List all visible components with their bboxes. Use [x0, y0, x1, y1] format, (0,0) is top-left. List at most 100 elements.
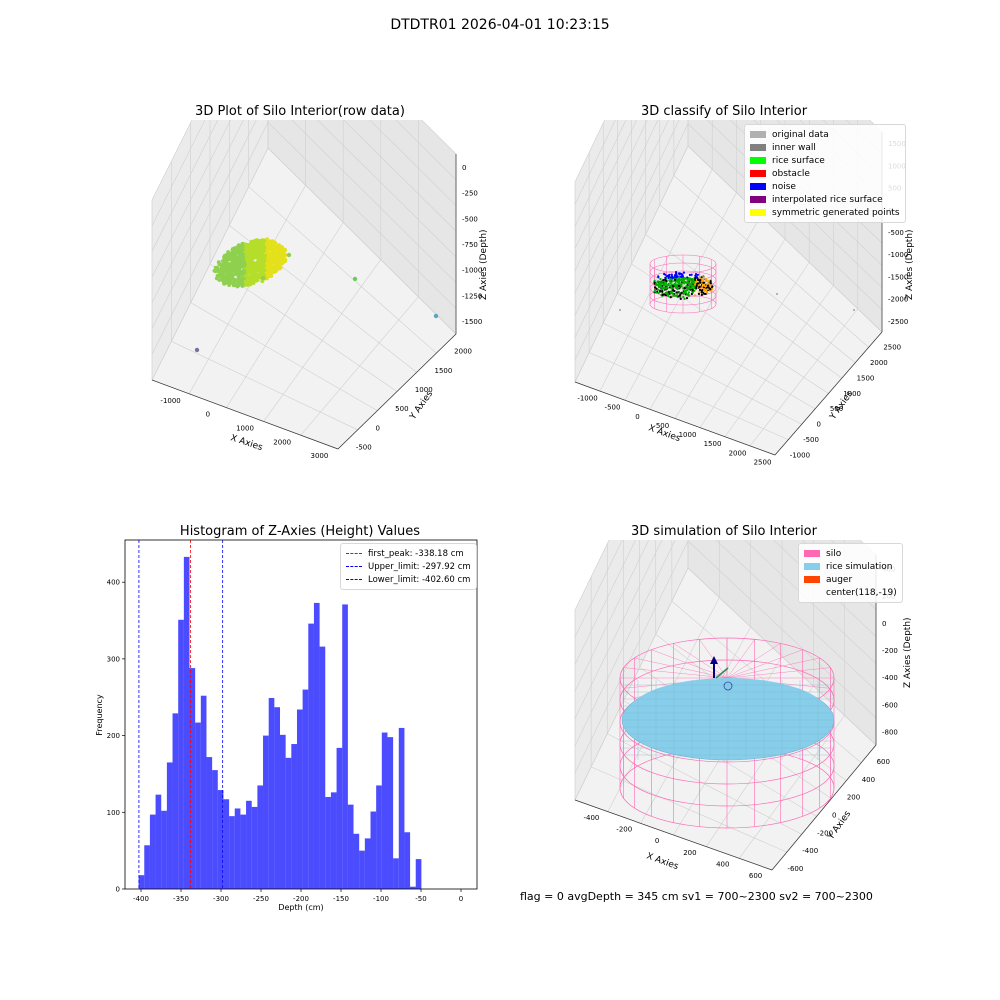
- scatter-point: [275, 258, 280, 263]
- classified-point: [710, 289, 713, 292]
- classified-point: [697, 279, 700, 282]
- classified-point: [659, 278, 662, 281]
- scatter-point: [268, 242, 273, 247]
- classified-point: [677, 284, 680, 287]
- y-tick-label: -400: [802, 847, 818, 855]
- classified-point: [657, 276, 660, 279]
- panel2-points: [619, 254, 855, 314]
- gridline: [151, 120, 206, 226]
- gridline: [574, 120, 669, 316]
- classified-point: [706, 286, 709, 289]
- classified-point: [698, 290, 701, 293]
- histogram-bar: [342, 604, 348, 889]
- scatter-point: [270, 253, 275, 257]
- histogram-bar: [359, 850, 365, 889]
- x-tick-label: -1000: [160, 397, 180, 405]
- histogram-bar: [189, 668, 196, 889]
- x-tick-label: 400: [716, 861, 729, 869]
- legend-entry: original data: [750, 128, 900, 141]
- scatter-point: [258, 262, 263, 266]
- legend-swatch: [804, 576, 820, 583]
- gridline: [687, 145, 883, 333]
- classified-point: [691, 291, 694, 294]
- auger-marker: [710, 656, 733, 691]
- z-tick-label: -1500: [888, 273, 908, 281]
- classified-point: [676, 292, 679, 295]
- noise-point: [619, 309, 621, 311]
- scatter-point: [230, 263, 235, 268]
- status-footer: flag = 0 avgDepth = 345 cm sv1 = 700~230…: [520, 890, 873, 903]
- scatter-point: [234, 269, 238, 274]
- legend-label: interpolated rice surface: [772, 194, 883, 205]
- classified-point: [674, 294, 677, 297]
- scatter-point: [273, 264, 278, 269]
- legend-label: rice surface: [772, 155, 825, 166]
- histogram-legend: first_peak: -338.18 cm Upper_limit: -297.…: [340, 543, 477, 590]
- classified-point: [681, 282, 684, 285]
- gridline: [369, 120, 457, 206]
- classified-point: [668, 273, 671, 276]
- classified-point: [656, 280, 659, 283]
- histogram-bar: [240, 814, 247, 889]
- classified-point: [711, 285, 714, 288]
- gridline: [267, 122, 457, 309]
- classified-point: [682, 271, 685, 274]
- classified-point: [706, 288, 709, 291]
- axis-line: [337, 333, 457, 450]
- classified-point: [673, 274, 676, 277]
- panel1-tick-labels: -1000 0 1000 2000 3000 -500 0 500 1000 1500 2000 0 -…: [160, 164, 482, 460]
- classified-point: [660, 285, 663, 289]
- noise-point: [853, 309, 855, 311]
- histogram-bar: [246, 800, 252, 889]
- z-tick-label: -500: [888, 229, 904, 237]
- classified-point: [671, 292, 674, 295]
- panel4-zlabel: Z Axies (Depth): [903, 617, 913, 688]
- legend-entry: inner wall: [750, 141, 900, 154]
- y-tick-label: 0: [816, 421, 820, 429]
- x-tick-label: -100: [373, 895, 389, 903]
- classified-point: [694, 277, 697, 280]
- scatter-point: [221, 258, 226, 263]
- histogram-bar: [285, 757, 292, 889]
- legend-label: Lower_limit: -402.60 cm: [368, 574, 471, 585]
- gridline: [574, 120, 637, 249]
- panel4-3d-plot[interactable]: -400 -200 0 200 400 600 -600 -400 -200 0 200 400 600…: [500, 540, 1000, 890]
- legend-swatch: [750, 196, 766, 203]
- gridline: [574, 145, 689, 383]
- histogram-bar: [364, 838, 371, 889]
- y-tick-label: 2000: [870, 359, 888, 367]
- classified-point: [711, 287, 714, 290]
- classified-point: [662, 279, 665, 282]
- z-tick-label: -2500: [888, 318, 908, 326]
- axis-line: [574, 799, 773, 871]
- gridline: [190, 302, 378, 411]
- classified-point: [664, 273, 667, 276]
- center-marker: [723, 681, 733, 691]
- scatter-point: [244, 253, 249, 258]
- legend-label: center(118,-19): [826, 587, 897, 598]
- scatter-point: [224, 270, 229, 275]
- gridline: [589, 352, 789, 440]
- legend-swatch: [750, 209, 766, 216]
- x-tick-label: 0: [459, 895, 463, 903]
- classified-point: [669, 276, 672, 279]
- classified-point: [675, 271, 678, 274]
- gridline: [151, 120, 257, 329]
- scatter-point: [257, 271, 262, 276]
- panel1-3d-plot[interactable]: -1000 0 1000 2000 3000 -500 0 500 1000 1500 2000 0 -…: [0, 120, 500, 480]
- scatter-point: [256, 246, 261, 251]
- panel3-histogram[interactable]: -400 -350 -300 -250 -200 -150 -100 -50 0 0 100 200 3…: [80, 530, 490, 920]
- scatter-point: [237, 252, 242, 257]
- histogram-bar: [217, 790, 224, 889]
- z-tick-label: -1250: [462, 292, 482, 300]
- x-tick-label: -400: [583, 814, 599, 822]
- y-tick-label: 1500: [857, 374, 875, 382]
- gridline: [151, 120, 231, 278]
- histogram-bar: [308, 623, 314, 889]
- gridline: [248, 186, 437, 354]
- y-tick-label: 200: [107, 732, 120, 740]
- classified-point: [674, 275, 678, 278]
- scatter-point: [259, 254, 264, 259]
- histogram-bar: [268, 698, 275, 889]
- z-tick-label: 0: [462, 164, 466, 172]
